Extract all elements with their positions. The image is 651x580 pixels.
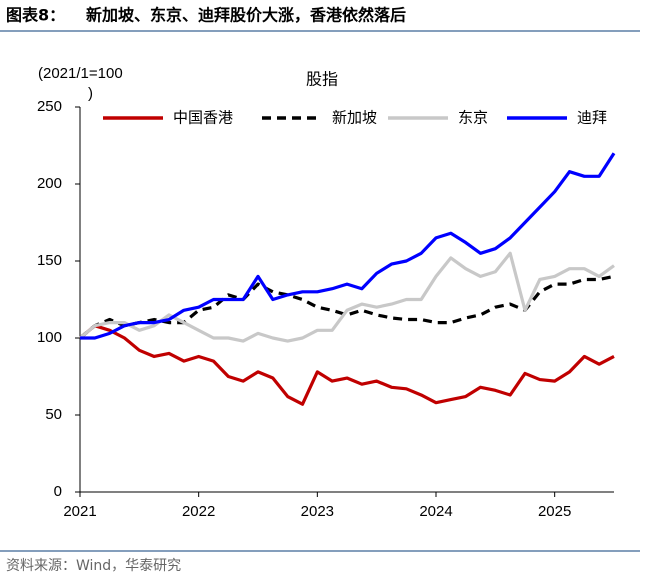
y-tick-label: 0	[54, 483, 62, 500]
series-line	[78, 324, 615, 406]
x-tick-label: 2022	[182, 503, 215, 520]
y-tick-label: 100	[37, 329, 62, 346]
y-axis-label: )	[88, 85, 93, 102]
y-tick-label: 250	[37, 98, 62, 115]
x-tick-label: 2021	[63, 503, 96, 520]
y-tick-label: 200	[37, 175, 62, 192]
y-axis-label: (2021/1=100	[38, 65, 123, 82]
x-tick-label: 2024	[419, 503, 452, 520]
figure-label: 图表8：	[6, 6, 65, 25]
series-line	[78, 251, 615, 343]
series-line	[80, 152, 616, 340]
legend-label: 新加坡	[332, 109, 377, 127]
y-tick-label: 50	[45, 406, 62, 423]
chart-title: 新加坡、东京、迪拜股价大涨，香港依然落后	[86, 6, 406, 25]
legend-label: 迪拜	[577, 109, 607, 127]
chart-subtitle: 股指	[306, 70, 338, 89]
x-tick-label: 2025	[538, 503, 571, 520]
legend-label: 中国香港	[173, 109, 233, 127]
y-tick-label: 150	[37, 252, 62, 269]
legend-label: 东京	[458, 109, 488, 127]
source: 资料来源：Wind，华泰研究	[6, 558, 181, 574]
x-tick-label: 2023	[301, 503, 334, 520]
